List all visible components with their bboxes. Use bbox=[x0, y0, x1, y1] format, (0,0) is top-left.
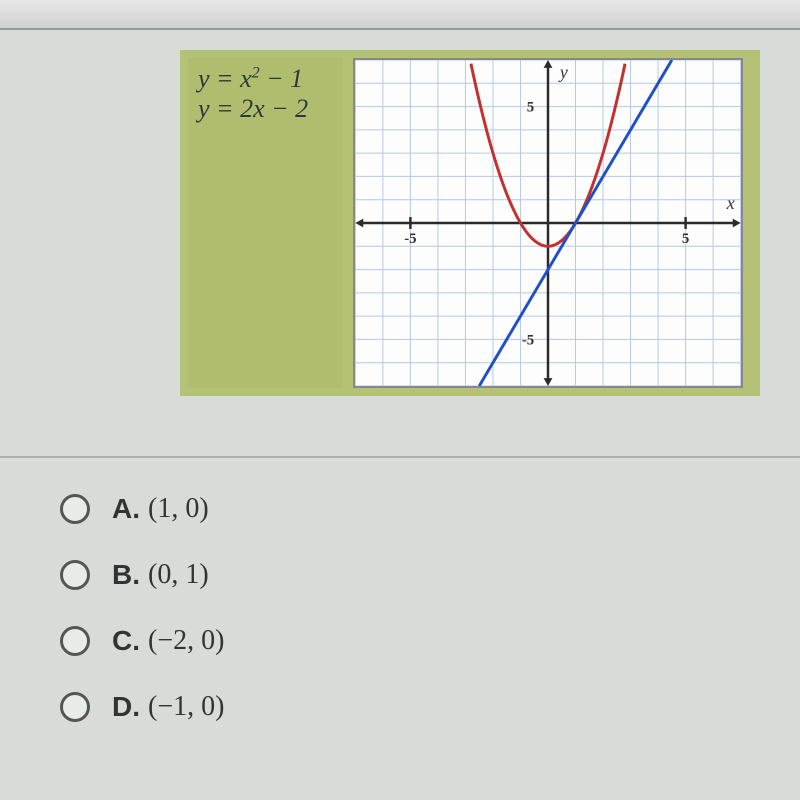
graph-container: 5 -5 5 -5 x y bbox=[353, 58, 743, 388]
radio-c[interactable] bbox=[60, 626, 90, 656]
option-value: (−2, 0) bbox=[148, 625, 224, 657]
option-value: (0, 1) bbox=[148, 559, 209, 591]
option-letter: C. bbox=[112, 625, 140, 657]
radio-a[interactable] bbox=[60, 494, 90, 524]
option-letter: B. bbox=[112, 559, 140, 591]
svg-text:-5: -5 bbox=[404, 231, 416, 247]
option-c[interactable]: C. (−2, 0) bbox=[60, 625, 800, 657]
equation-2: y = 2x − 2 bbox=[198, 94, 333, 124]
radio-d[interactable] bbox=[60, 692, 90, 722]
window-top-bar bbox=[0, 0, 800, 30]
option-letter: D. bbox=[112, 691, 140, 723]
option-d[interactable]: D. (−1, 0) bbox=[60, 691, 800, 723]
svg-text:y: y bbox=[558, 62, 568, 82]
graph-plot: 5 -5 5 -5 x y bbox=[355, 60, 741, 386]
svg-text:-5: -5 bbox=[522, 332, 534, 348]
option-value: (−1, 0) bbox=[148, 691, 224, 723]
radio-b[interactable] bbox=[60, 560, 90, 590]
answer-options: A. (1, 0) B. (0, 1) C. (−2, 0) D. (−1, 0… bbox=[0, 478, 800, 723]
section-divider bbox=[0, 456, 800, 458]
option-b[interactable]: B. (0, 1) bbox=[60, 559, 800, 591]
equation-1: y = x2 − 1 bbox=[198, 64, 333, 94]
option-value: (1, 0) bbox=[148, 493, 209, 525]
question-panel: y = x2 − 1 y = 2x − 2 5 -5 5 -5 x y bbox=[180, 50, 760, 396]
svg-text:5: 5 bbox=[682, 231, 689, 247]
svg-text:x: x bbox=[726, 193, 735, 213]
option-a[interactable]: A. (1, 0) bbox=[60, 493, 800, 525]
svg-text:5: 5 bbox=[527, 100, 534, 116]
option-letter: A. bbox=[112, 493, 140, 525]
equations-box: y = x2 − 1 y = 2x − 2 bbox=[188, 58, 343, 388]
